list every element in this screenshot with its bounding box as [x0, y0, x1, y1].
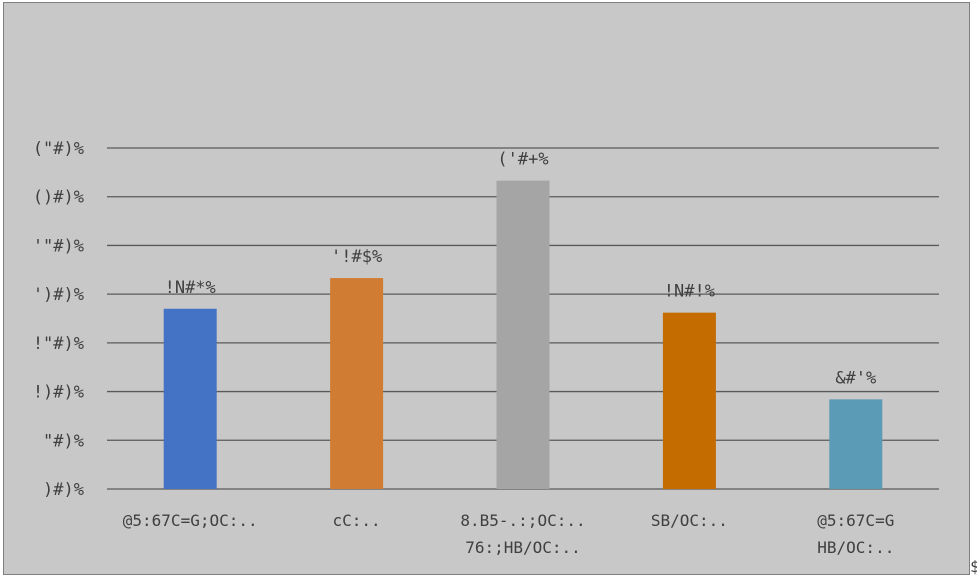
x-tick-label: cC:.. — [333, 511, 381, 530]
x-tick-label: 8.B5-.:;OC:.. — [460, 511, 585, 530]
y-tick-label: !)#)% — [33, 383, 84, 403]
y-tick-label: )#)% — [43, 480, 84, 500]
bar — [330, 278, 384, 489]
x-tick-label: SB/OC:.. — [651, 511, 728, 530]
bar-chart: )#)% "#)% !)#)% !"#)% ')#)% '"#)% ()#)% ("#)% !… — [33, 139, 939, 557]
x-tick-label: @5:67C=G — [817, 511, 894, 530]
bar — [829, 399, 883, 489]
y-tick-label: !"#)% — [33, 334, 84, 354]
chart-area: )#)% "#)% !)#)% !"#)% ')#)% '"#)% ()#)% ("#)% !… — [3, 2, 970, 575]
y-tick-label: "#)% — [43, 431, 84, 451]
y-tick-label: '"#)% — [33, 236, 84, 256]
x-tick-label: 76:;HB/OC:.. — [465, 538, 581, 557]
bars — [163, 180, 883, 490]
x-tick-label: HB/OC:.. — [817, 538, 894, 557]
x-axis-category-labels: @5:67C=G;OC:.. cC:.. 8.B5-.:;OC:.. 76:;HB/O… — [123, 511, 895, 557]
bar — [662, 312, 716, 489]
data-labels: !N#*% '!#$% ('#+% !N#!% &#'% — [165, 150, 877, 389]
data-label: ('#+% — [497, 150, 548, 170]
y-tick-label: ("#)% — [33, 139, 84, 159]
data-label: '!#$% — [331, 247, 382, 267]
y-axis-tick-labels: )#)% "#)% !)#)% !"#)% ')#)% '"#)% ()#)% ("#)% — [33, 139, 84, 500]
y-tick-label: ()#)% — [33, 188, 84, 208]
x-tick-label: @5:67C=G;OC:.. — [123, 511, 258, 530]
bar — [496, 180, 550, 490]
data-label: !N#!% — [664, 282, 715, 302]
data-label: !N#*% — [165, 278, 216, 298]
data-label: &#'% — [835, 368, 876, 388]
bar — [163, 308, 217, 489]
y-tick-label: ')#)% — [33, 285, 84, 305]
corner-mark: $ — [970, 557, 977, 576]
